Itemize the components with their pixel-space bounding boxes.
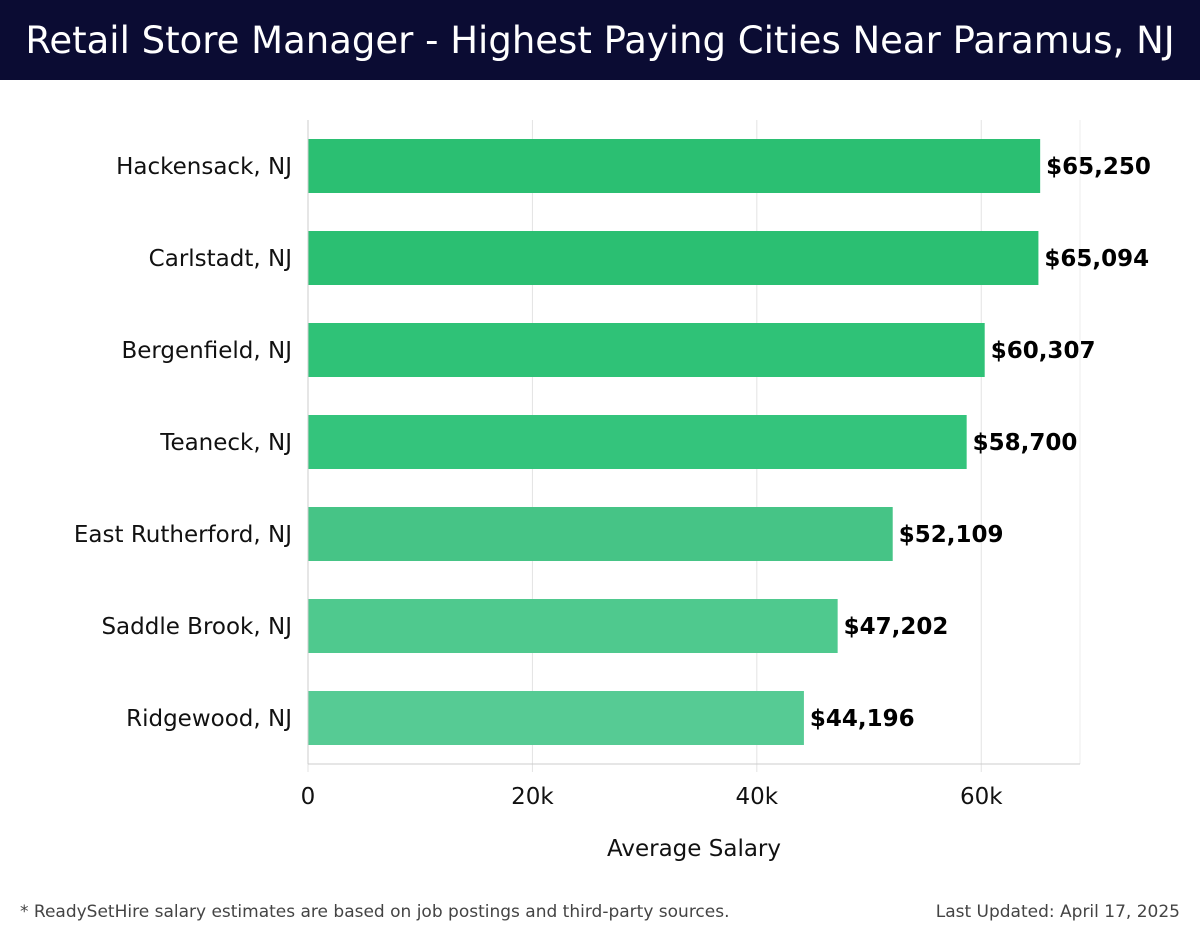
value-label: $65,094 [1044, 246, 1149, 272]
footer-note: * ReadySetHire salary estimates are base… [20, 902, 730, 922]
category-label: Ridgewood, NJ [126, 706, 292, 732]
chart-title: Retail Store Manager - Highest Paying Ci… [25, 18, 1175, 62]
x-tick-label: 60k [960, 784, 1003, 810]
value-label: $52,109 [899, 522, 1004, 548]
bar [308, 507, 893, 561]
bar [308, 323, 985, 377]
value-label: $58,700 [973, 430, 1078, 456]
x-tick-label: 40k [736, 784, 779, 810]
value-label: $65,250 [1046, 154, 1151, 180]
category-label: Saddle Brook, NJ [101, 614, 292, 640]
category-label: Carlstadt, NJ [149, 246, 292, 272]
x-axis-title: Average Salary [607, 836, 781, 862]
value-label: $60,307 [991, 338, 1096, 364]
x-tick-label: 20k [511, 784, 554, 810]
category-label: Hackensack, NJ [116, 154, 292, 180]
axes: 0 20k 40k 60k Hackensack, NJ Carlstadt, NJ Ber… [74, 120, 1080, 810]
category-label: Teaneck, NJ [159, 430, 292, 456]
bar [308, 599, 838, 653]
chart-header: Retail Store Manager - Highest Paying Ci… [0, 0, 1200, 80]
bars: $65,250 $65,094 $60,307 $58,700 $52,109 $47,2… [308, 139, 1151, 745]
bar [308, 139, 1041, 193]
category-label: East Rutherford, NJ [74, 522, 292, 548]
salary-bar-chart: $65,250 $65,094 $60,307 $58,700 $52,109 $47,2… [74, 120, 1151, 862]
bar [308, 415, 967, 469]
category-label: Bergenfield, NJ [121, 338, 292, 364]
bar [308, 231, 1039, 285]
value-label: $47,202 [844, 614, 949, 640]
x-tick-label: 0 [301, 784, 316, 810]
footer-updated: Last Updated: April 17, 2025 [935, 902, 1180, 922]
bar [308, 691, 804, 745]
value-label: $44,196 [810, 706, 915, 732]
